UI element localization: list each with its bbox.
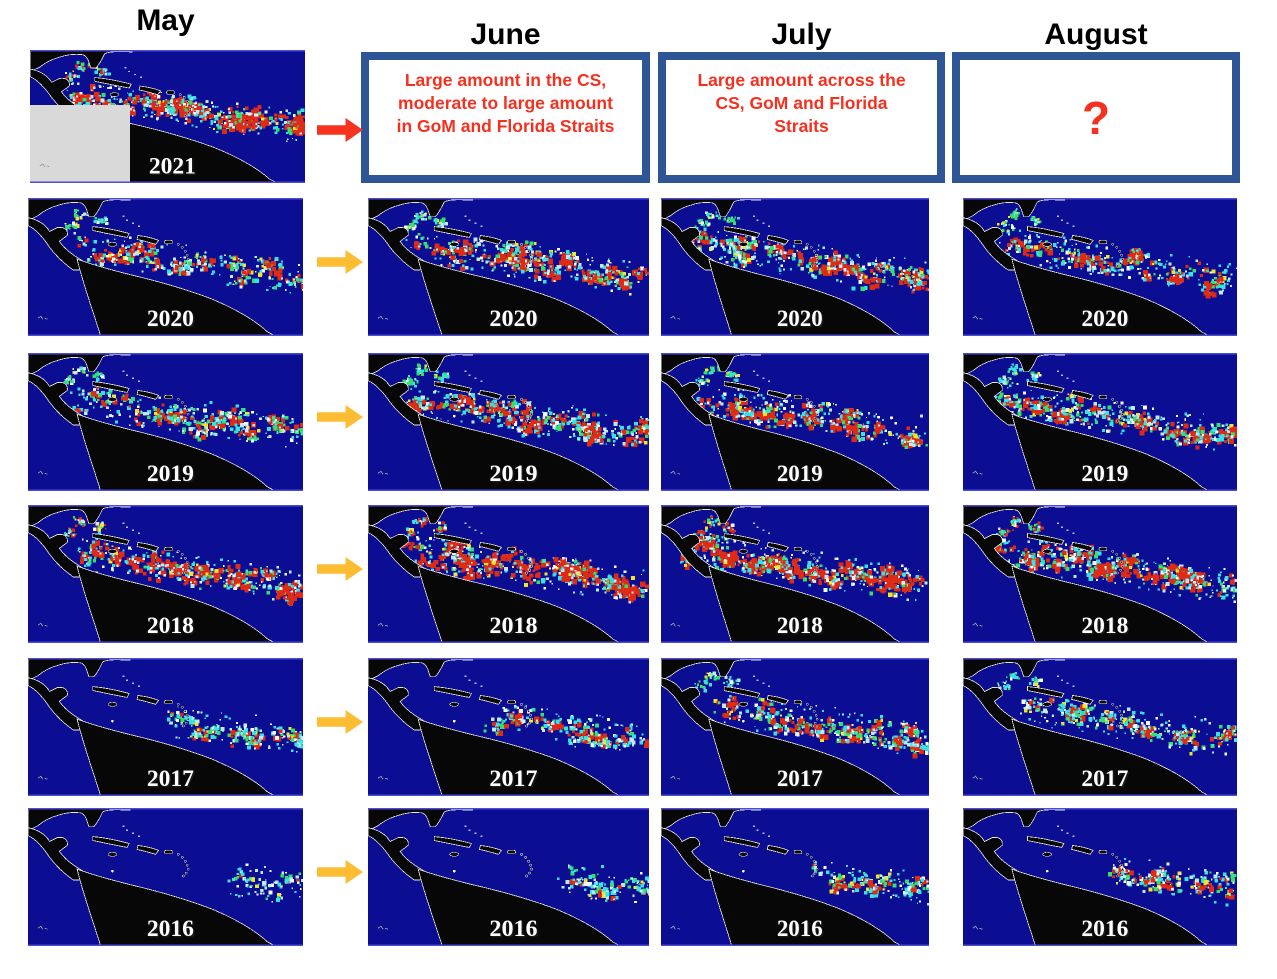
column-header-july: July: [771, 18, 832, 51]
map-2018-june: 2018 2018: [368, 505, 649, 643]
map-2019-july: 2019 2019: [661, 353, 929, 491]
year-label: 2018: [777, 613, 823, 639]
year-label: 2017: [777, 766, 823, 792]
year-label: 2017: [1081, 766, 1128, 792]
year-label: 2020: [777, 306, 823, 332]
map-2021-may: 2021 2021: [30, 50, 305, 183]
arrow-2021: [317, 118, 363, 142]
arrow-2020: [317, 250, 363, 274]
map-2020-may: 2020 2020: [28, 198, 303, 336]
map-2017-august: 2017 2017: [963, 658, 1237, 796]
august-question-mark: ?: [1081, 91, 1111, 144]
august-forecast-box: ?: [952, 52, 1240, 183]
map-2020-july: 2020 2020: [661, 198, 929, 336]
svg-text:2020: 2020: [491, 308, 539, 334]
column-header-june: June: [470, 18, 541, 51]
map-2017-june: 2017 2017: [368, 658, 649, 796]
column-header-may: May: [136, 4, 195, 37]
map-2018-may: 2018 2018: [28, 505, 303, 643]
arrow-2018: [317, 557, 363, 581]
svg-text:2019: 2019: [491, 463, 539, 489]
arrow-2019: [317, 405, 363, 429]
year-label: 2018: [147, 613, 194, 639]
svg-text:2019: 2019: [778, 462, 824, 488]
map-2018-august: 2018 2018: [963, 505, 1237, 643]
year-label: 2021: [149, 154, 196, 180]
year-label: 2016: [489, 916, 537, 942]
map-2016-may: 2016 2016: [28, 808, 303, 946]
map-2020-august: 2020 2020: [963, 198, 1237, 336]
july-forecast-text: Large amount across the CS, GoM and Flor…: [697, 70, 906, 137]
year-label: 2019: [147, 461, 194, 487]
year-label: 2017: [147, 766, 194, 792]
july-forecast-box: Large amount across the CS, GoM and Flor…: [658, 52, 945, 183]
year-label: 2019: [489, 461, 537, 487]
year-label: 2016: [147, 916, 194, 942]
map-2018-july: 2018 2018: [661, 505, 929, 643]
arrow-2016: [317, 860, 363, 884]
year-label: 2019: [777, 461, 823, 487]
year-label: 2019: [1081, 461, 1128, 487]
year-label: 2016: [1081, 916, 1128, 942]
svg-text:2021: 2021: [150, 155, 197, 181]
map-2019-may: 2019 2019: [28, 353, 303, 491]
year-label: 2020: [147, 306, 194, 332]
year-label: 2016: [777, 916, 823, 942]
svg-text:2020: 2020: [1083, 308, 1130, 334]
year-label: 2020: [1081, 306, 1128, 332]
map-2016-august: 2016 2016: [963, 808, 1237, 946]
year-label: 2018: [489, 613, 537, 639]
year-label: 2020: [489, 306, 537, 332]
year-label: 2018: [1081, 613, 1128, 639]
svg-text:2020: 2020: [148, 308, 195, 334]
svg-text:2020: 2020: [778, 307, 824, 333]
map-2017-may: 2017 2017: [28, 658, 303, 796]
map-2019-august: 2019 2019: [963, 353, 1237, 491]
map-2019-june: 2019 2019: [368, 353, 649, 491]
arrow-2017: [317, 710, 363, 734]
june-forecast-box: Large amount in the CS, moderate to larg…: [361, 52, 650, 183]
map-2020-june: 2020 2020: [368, 198, 649, 336]
map-2017-july: 2017 2017: [661, 658, 929, 796]
map-2016-july: 2016 2016: [661, 808, 929, 946]
map-2016-june: 2016 2016: [368, 808, 649, 946]
column-header-august: August: [1044, 18, 1148, 51]
june-forecast-text: Large amount in the CS, moderate to larg…: [396, 70, 615, 137]
year-label: 2017: [489, 766, 537, 792]
svg-text:2019: 2019: [148, 463, 195, 489]
